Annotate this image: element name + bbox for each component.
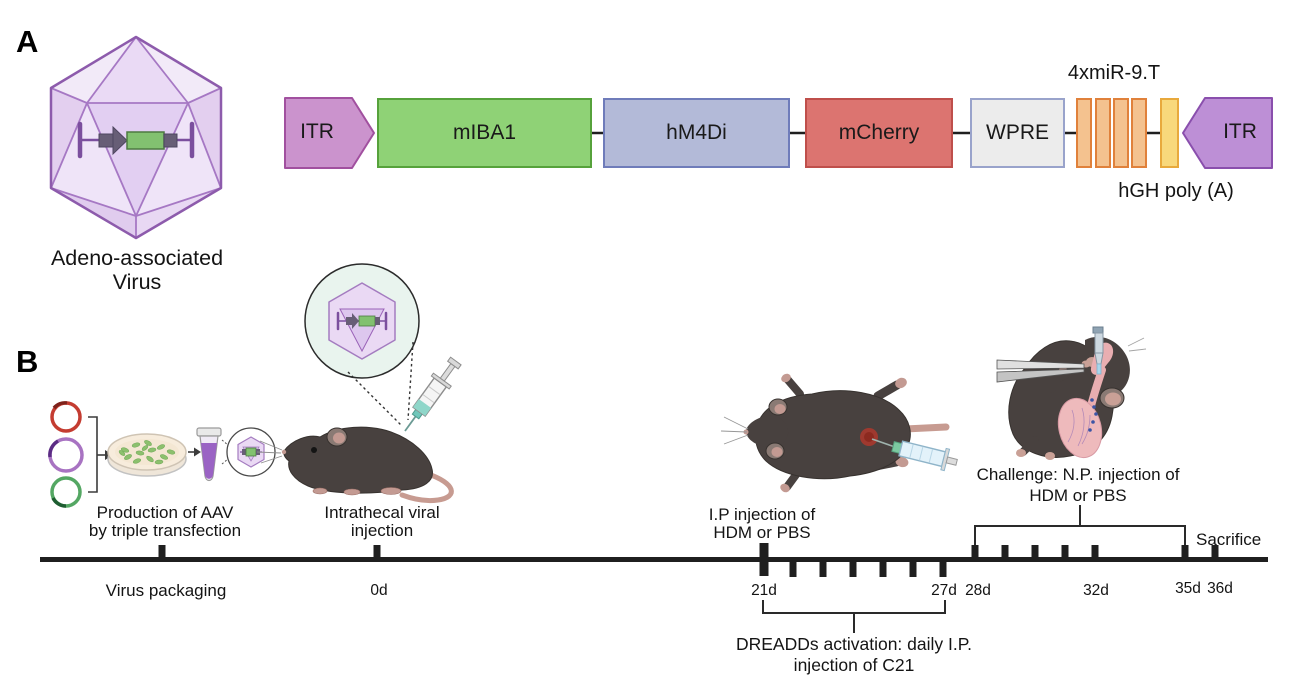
tick-28d: [971, 545, 979, 558]
miba1-label: mIBA1: [452, 121, 517, 144]
virus-caption-line1: Adeno-associated: [50, 246, 224, 270]
intrathecal-caption-line2: injection: [350, 521, 414, 540]
tick-30d: [1031, 545, 1039, 558]
challenge-caption-line2: HDM or PBS: [1029, 486, 1127, 505]
construct-itr-right-shape: [1182, 97, 1273, 169]
tube-icon: [196, 427, 229, 482]
tick-26d: [909, 562, 917, 577]
timeline-label-32d: 32d: [1083, 582, 1109, 599]
syringe-ip-icon: [891, 440, 958, 472]
polya-label: hGH poly (A): [1118, 180, 1234, 202]
forceps-icon: [996, 359, 1085, 383]
polya-stripe: [1160, 98, 1179, 168]
timeline-label-35d: 35d: [1175, 580, 1201, 597]
mir-target-stripe-4: [1131, 98, 1147, 168]
aav-virus-icon: [49, 35, 223, 240]
plasmid-icons: [48, 401, 84, 508]
tick-32d: [1091, 545, 1099, 558]
mcherry-label: mCherry: [838, 121, 920, 144]
tick-29d: [1001, 545, 1009, 558]
itr-right-label: ITR: [1223, 120, 1257, 143]
petri-dish-icon: [107, 433, 187, 477]
panel-a-label: A: [16, 24, 39, 59]
timeline-label-28d: 28d: [965, 582, 991, 599]
timeline-label-virus-packaging: Virus packaging: [105, 581, 227, 600]
itr-left-label: ITR: [300, 120, 334, 143]
tick-31d: [1061, 545, 1069, 558]
intrathecal-caption-line1: Intrathecal viral: [324, 503, 440, 522]
mouse-ventral-icon: [720, 373, 950, 493]
mir-target-stripe-2: [1095, 98, 1111, 168]
dreadds-bracket: [762, 600, 946, 633]
construct-itr-left-shape: [284, 97, 375, 169]
challenge-caption-line1: Challenge: N.P. injection of: [976, 465, 1180, 484]
mir-target-label: 4xmiR-9.T: [1067, 62, 1161, 84]
tick-virus-packaging: [158, 545, 166, 558]
tick-21d: [759, 543, 769, 576]
timeline-label-21d: 21d: [751, 582, 777, 599]
virus-caption-line2: Virus: [112, 270, 162, 294]
sacrifice-label: Sacrifice: [1196, 530, 1262, 549]
panel-b-label: B: [16, 344, 39, 379]
timeline-label-27d: 27d: [931, 582, 957, 599]
dreadds-caption-line1: DREADDs activation: daily I.P.: [735, 634, 973, 654]
wpre-label: WPRE: [986, 121, 1049, 144]
tick-23d: [819, 562, 827, 577]
mir-target-stripe-3: [1113, 98, 1129, 168]
cell-specks: [118, 440, 176, 465]
timeline-label-0d: 0d: [370, 582, 388, 599]
production-caption-line1: Production of AAV: [96, 503, 234, 522]
mir-target-stripe-1: [1076, 98, 1092, 168]
dish-to-tube-arrow: [188, 447, 201, 457]
challenge-bracket: [974, 505, 1186, 545]
ip-caption-line1: I.P injection of: [708, 505, 816, 524]
ip-caption-line2: HDM or PBS: [713, 523, 811, 542]
timeline-label-36d: 36d: [1207, 580, 1233, 597]
tick-25d: [879, 562, 887, 577]
aav-genome-icon: [77, 121, 195, 159]
pipette-icon: [1092, 326, 1104, 375]
tick-35d: [1181, 545, 1189, 558]
tick-27d: [939, 562, 947, 577]
hm4di-label: hM4Di: [666, 121, 727, 144]
mouse-np-icon: [1008, 336, 1147, 460]
tick-24d: [849, 562, 857, 577]
production-caption-line2: by triple transfection: [88, 521, 242, 540]
gene-box-hm4di: hM4Di: [603, 98, 790, 168]
virus-inset-circle-icon: [304, 263, 420, 427]
mouse-side-icon: [256, 426, 454, 503]
packaged-virus-circle-icon: [226, 427, 276, 477]
tick-36d: [1211, 545, 1219, 558]
syringe-intrathecal-icon: [404, 356, 462, 432]
tick-0d: [373, 545, 381, 558]
gene-box-miba1: mIBA1: [377, 98, 592, 168]
gene-box-wpre: WPRE: [970, 98, 1065, 168]
gene-box-mcherry: mCherry: [805, 98, 953, 168]
timeline-axis: [40, 543, 1268, 577]
tick-22d: [789, 562, 797, 577]
dreadds-caption-line2: injection of C21: [793, 655, 915, 675]
